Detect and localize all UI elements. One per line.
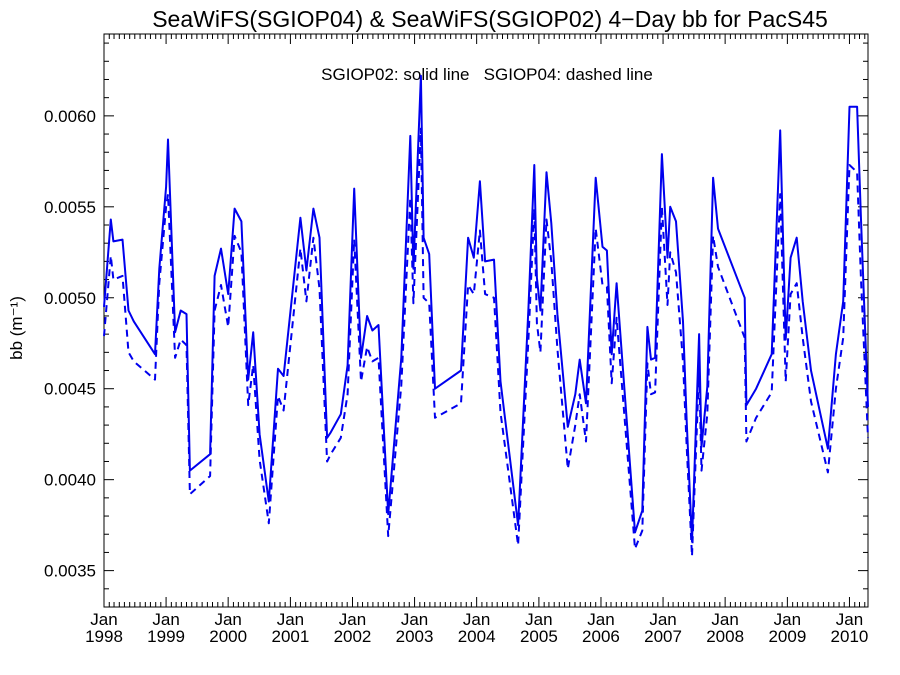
x-tick-month-label: Jan [649,610,676,629]
x-tick-month-label: Jan [836,610,863,629]
y-tick-label: 0.0035 [44,562,96,581]
x-tick-year-label: 2002 [334,627,372,646]
y-tick-label: 0.0055 [44,198,96,217]
x-tick-year-label: 1998 [85,627,123,646]
x-tick-year-label: 2001 [271,627,309,646]
series-line-sgiop02 [103,74,869,543]
chart-annotation: SGIOP02: solid line SGIOP04: dashed line [321,65,653,84]
x-tick-month-label: Jan [277,610,304,629]
plot-frame [103,33,869,608]
x-tick-month-label: Jan [774,610,801,629]
y-tick-label: 0.0040 [44,471,96,490]
x-tick-month-label: Jan [152,610,179,629]
y-tick-label: 0.0050 [44,289,96,308]
y-axis-label: bb (m⁻¹) [7,296,26,360]
x-tick-year-label: 2006 [582,627,620,646]
x-tick-year-label: 2008 [706,627,744,646]
x-tick-month-label: Jan [401,610,428,629]
x-tick-year-label: 2005 [520,627,558,646]
x-tick-month-label: Jan [711,610,738,629]
axes: 0.00350.00400.00450.00500.00550.0060Jan1… [44,34,868,646]
y-tick-label: 0.0060 [44,107,96,126]
series-line-sgiop04 [103,127,869,558]
x-tick-year-label: 2000 [209,627,247,646]
x-tick-month-label: Jan [587,610,614,629]
x-tick-month-label: Jan [525,610,552,629]
x-tick-year-label: 1999 [147,627,185,646]
x-tick-month-label: Jan [214,610,241,629]
series-group [103,74,869,558]
x-tick-month-label: Jan [463,610,490,629]
x-tick-year-label: 2003 [396,627,434,646]
x-tick-year-label: 2007 [644,627,682,646]
x-tick-year-label: 2004 [458,627,496,646]
chart-title: SeaWiFS(SGIOP04) & SeaWiFS(SGIOP02) 4−Da… [152,6,828,32]
x-tick-year-label: 2010 [831,627,869,646]
x-tick-month-label: Jan [90,610,117,629]
x-tick-month-label: Jan [339,610,366,629]
y-tick-label: 0.0045 [44,380,96,399]
x-tick-year-label: 2009 [768,627,806,646]
